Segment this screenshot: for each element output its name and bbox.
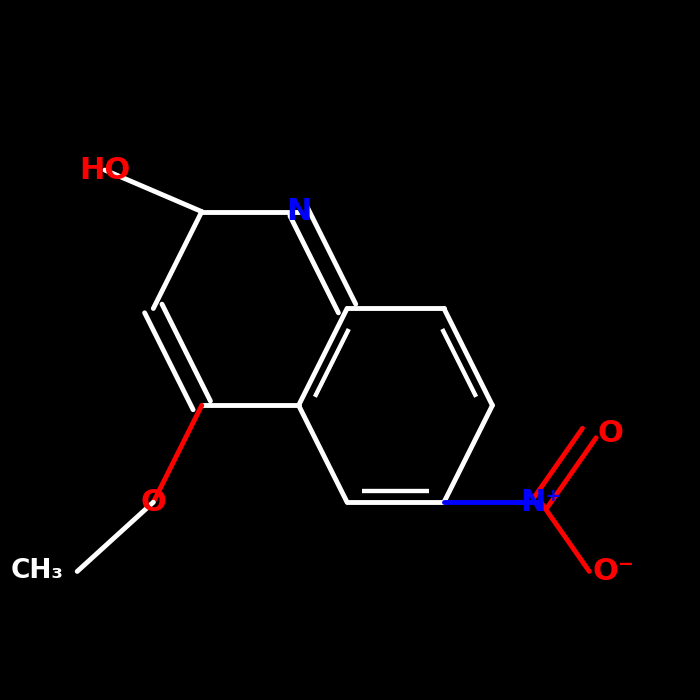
Text: O: O (141, 488, 167, 517)
Text: HO: HO (79, 155, 130, 185)
Text: CH₃: CH₃ (10, 559, 64, 584)
Text: O: O (597, 419, 623, 447)
Text: N: N (286, 197, 312, 226)
Text: N⁺: N⁺ (520, 488, 561, 517)
Text: O⁻: O⁻ (593, 557, 634, 586)
